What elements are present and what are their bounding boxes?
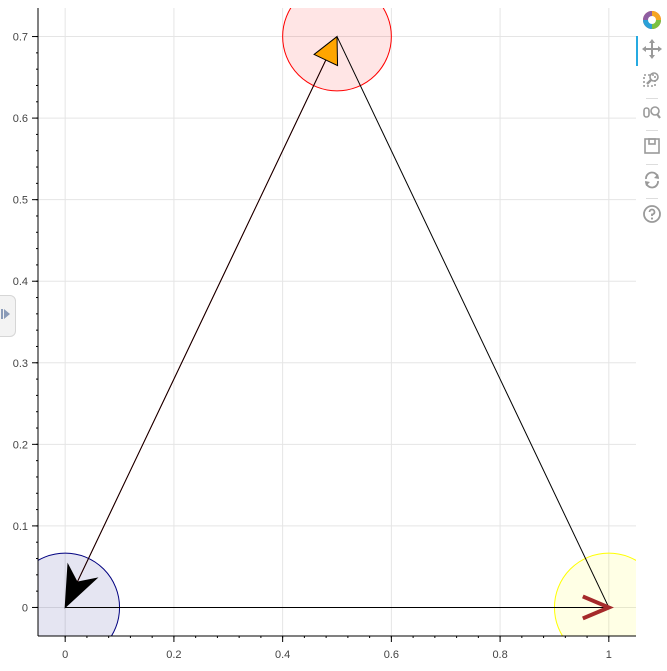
toolbar-separator — [646, 198, 658, 199]
arrow-head-vee — [64, 562, 99, 609]
arrow-line — [64, 36, 338, 608]
save-tool-button[interactable] — [640, 136, 664, 160]
play-icon — [0, 307, 10, 325]
y-tick-label: 0 — [22, 602, 28, 614]
grid-lines — [38, 8, 636, 636]
toolbar-separator — [646, 164, 658, 165]
x-tick-label: 0.8 — [492, 649, 507, 661]
axes: 0 0.2 0.4 0.6 0.8 1 0 0.1 0.2 0.3 0.4 0.5 0.6 0.7 — [13, 8, 636, 661]
y-tick-label: 0.1 — [13, 521, 28, 533]
reset-tool-button[interactable] — [640, 170, 664, 194]
arrow-head-normal — [313, 35, 339, 67]
toolbar-separator — [646, 130, 658, 131]
bokeh-logo-icon[interactable] — [640, 8, 664, 32]
y-tick-label: 0.2 — [13, 439, 28, 451]
y-tick-label: 0.7 — [13, 32, 28, 44]
x-tick-label: 0.2 — [166, 649, 181, 661]
save-icon — [642, 136, 662, 161]
y-tick-label: 0.4 — [13, 276, 28, 288]
pan-tool-button[interactable] — [640, 38, 664, 64]
x-tick-label: 1 — [606, 649, 612, 661]
active-tool-indicator — [636, 36, 638, 66]
wheel-zoom-icon — [642, 102, 662, 127]
toolbar — [636, 6, 667, 246]
box-zoom-icon — [642, 70, 662, 95]
help-icon — [642, 204, 662, 229]
y-tick-label: 0.5 — [13, 195, 28, 207]
arrow-head-open — [582, 594, 614, 621]
x-tick-label: 0.6 — [384, 649, 399, 661]
side-panel-toggle[interactable] — [0, 295, 16, 337]
reset-icon — [642, 170, 662, 195]
glyph-layer — [38, 8, 636, 636]
wheel-zoom-tool-button[interactable] — [640, 102, 664, 126]
toolbar-separator — [646, 98, 658, 99]
x-tick-label: 0.4 — [275, 649, 290, 661]
y-tick-label: 0.3 — [13, 358, 28, 370]
x-tick-label: 0 — [62, 649, 68, 661]
help-tool-button[interactable] — [640, 204, 664, 228]
arrow-line — [336, 36, 610, 608]
y-tick-label: 0.6 — [13, 113, 28, 125]
box-zoom-tool-button[interactable] — [640, 70, 664, 94]
pan-icon — [642, 38, 662, 64]
